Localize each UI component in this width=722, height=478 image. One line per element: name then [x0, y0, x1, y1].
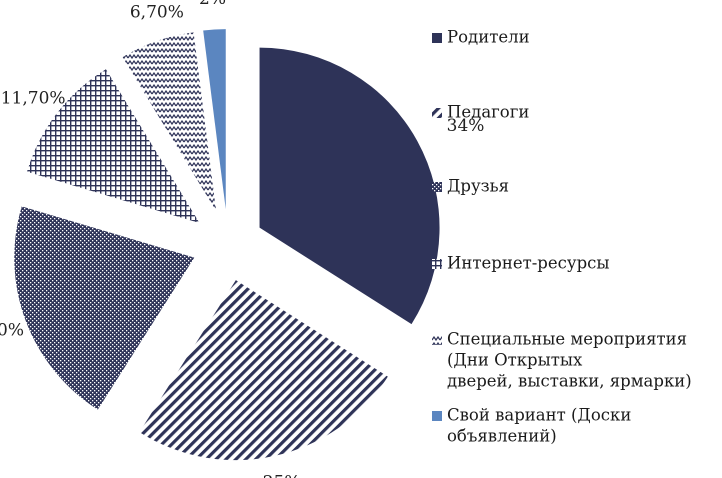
legend-label: (Дни Открытых	[447, 351, 583, 370]
legend-swatch	[432, 108, 442, 118]
legend-swatch	[432, 33, 442, 43]
pie-slice	[14, 206, 195, 410]
slice-data-label: 34%	[447, 116, 485, 136]
legend-label: объявлений)	[447, 427, 557, 446]
legend-label: Интернет-ресурсы	[447, 254, 610, 273]
pie-slice	[139, 280, 388, 461]
legend-swatch	[432, 182, 442, 192]
pie-slice	[203, 29, 226, 210]
legend-label: дверей, выставки, ярмарки)	[447, 372, 692, 391]
legend-label: Специальные мероприятия	[447, 330, 687, 349]
slice-data-label: 20,60%	[0, 321, 24, 341]
legend-label: Педагоги	[447, 103, 529, 122]
pie-slice	[259, 47, 440, 325]
pie-slice	[122, 32, 217, 212]
legend-swatch	[432, 259, 442, 269]
slice-data-label: 2%	[199, 0, 226, 9]
legend-label: Свой вариант (Доски	[447, 406, 631, 425]
legend-swatch	[432, 335, 442, 345]
slice-data-label: 6,70%	[130, 2, 184, 22]
legend-swatch	[432, 411, 442, 421]
slice-data-label: 11,70%	[1, 88, 66, 108]
slice-data-label: 25%	[263, 473, 301, 478]
legend-label: Родители	[447, 28, 530, 47]
legend-label: Друзья	[447, 177, 509, 196]
pie-slice	[26, 69, 200, 224]
